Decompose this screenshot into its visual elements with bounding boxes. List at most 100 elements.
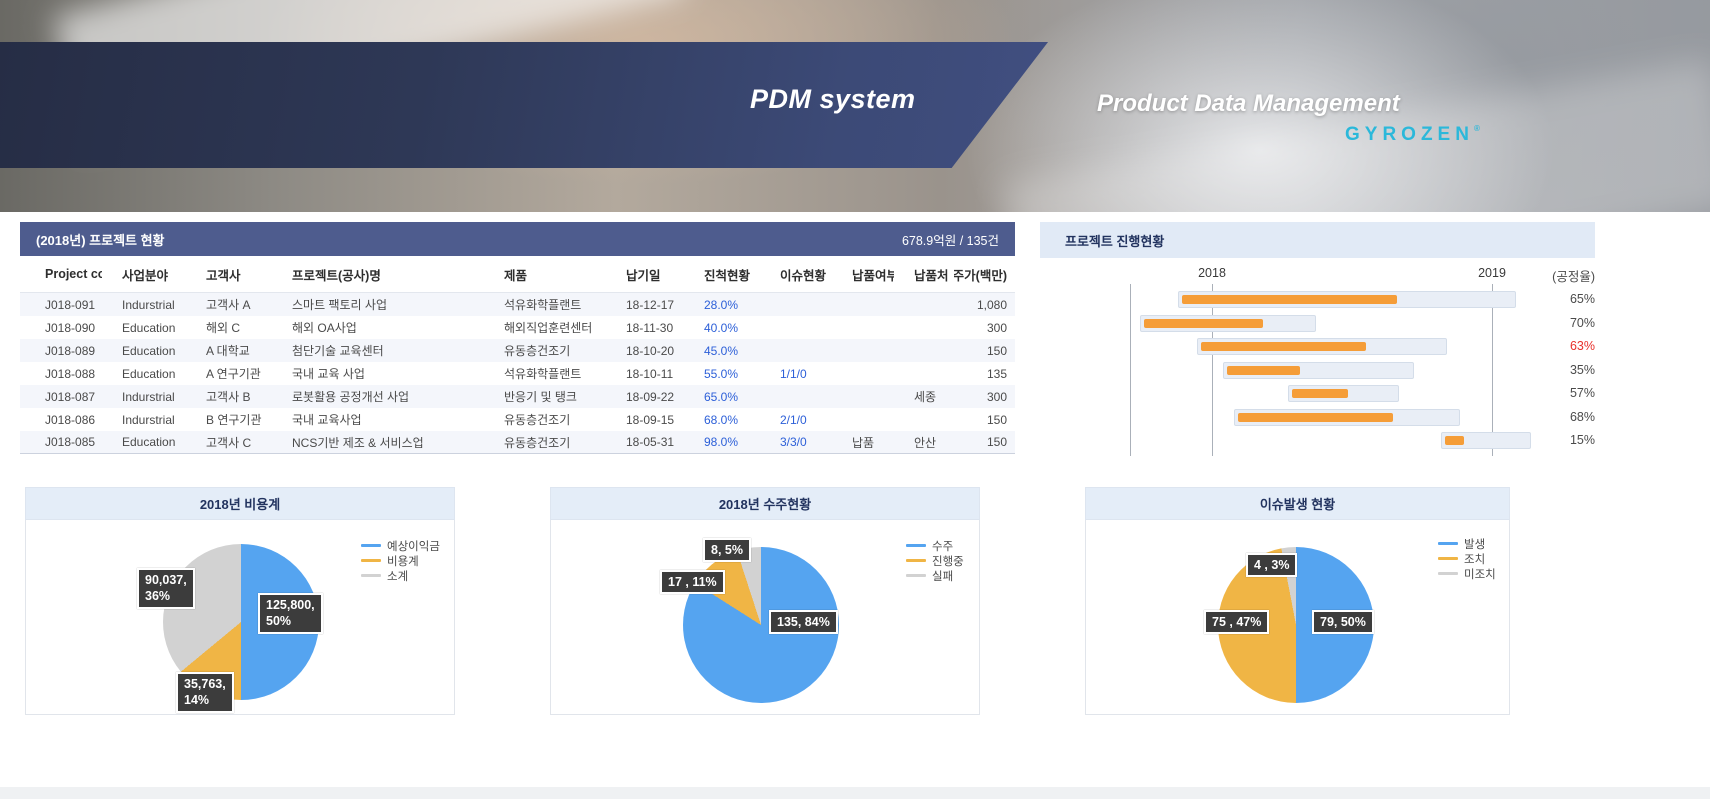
cell: 300 [986, 389, 1007, 404]
pie-label-value: 35,763, [184, 677, 226, 691]
gantt-bar [1178, 291, 1516, 308]
cell-issues: 3/3/0 [780, 435, 807, 449]
gantt-progress-label: 68% [1569, 410, 1595, 424]
pie-chart-area: 79, 50% 75 , 47% 4 , 3% 발생 조치 미조치 [1085, 520, 1510, 715]
cell [894, 316, 954, 339]
pie-titlebar: 2018년 수주현황 [550, 487, 980, 520]
gantt-row: 63% [1130, 335, 1595, 358]
cell-issues [760, 339, 832, 362]
cell: 석유화학플랜트 [504, 298, 582, 312]
gantt-bar-fill [1144, 319, 1264, 328]
pie-label: 8, 5% [703, 538, 751, 563]
legend-swatch [1438, 542, 1458, 545]
cell: J018-086 [45, 412, 96, 427]
gantt-panel: 프로젝트 진행현황 2018 2019 (공정율) 65% 70% 63% 35… [1040, 222, 1595, 456]
legend-label: 진행중 [932, 555, 964, 568]
table-row: J018-085 Education 고객사 C NCS기반 제조 & 서비스업 유동층… [20, 431, 1015, 454]
cell: 유동층건조기 [504, 435, 571, 450]
table-row: J018-087 Indurstrial 고객사 B 로봇활용 공정개선 사업 반응기 … [20, 385, 1015, 408]
pie-label-value: 17 , 11% [668, 575, 717, 589]
hero-banner: PDM system Product Data Management GYROZ… [0, 0, 1710, 212]
cell: 로봇활용 공정개선 사업 [292, 390, 410, 404]
cell-issues [760, 316, 832, 339]
axis-label-2019: 2019 [1478, 266, 1506, 280]
cell: Education [122, 366, 176, 381]
legend-item: 실패 [906, 568, 964, 583]
cell [832, 316, 894, 339]
axis-label-2018: 2018 [1198, 266, 1226, 280]
brand-text: GYROZEN [1345, 124, 1474, 145]
cell: 유동층건조기 [504, 413, 571, 427]
gantt-progress-label: 15% [1569, 433, 1595, 447]
gantt-row: 65% [1130, 288, 1595, 311]
gantt-progress-label: 70% [1569, 316, 1595, 330]
legend-item: 소계 [361, 568, 440, 583]
table-row: J018-091 Indurstrial 고객사 A 스마트 팩토리 사업 석유화학플랜… [20, 293, 1015, 316]
cell: J018-087 [45, 389, 96, 404]
column-header: 수주가(백만) [954, 268, 1007, 283]
cell: Education [122, 435, 176, 449]
cell [894, 293, 954, 316]
gantt-bar [1197, 338, 1447, 355]
cell: Indurstrial [122, 297, 175, 312]
cell [894, 339, 954, 362]
cell [832, 408, 894, 431]
cell: 18-11-30 [626, 320, 674, 335]
cell-issues [760, 293, 832, 316]
cell [832, 339, 894, 362]
legend-swatch [1438, 557, 1458, 560]
pie-chart-area: 125,800, 50% 35,763, 14% 90,037, 36% 예상이익금 … [25, 520, 455, 715]
legend-swatch [906, 559, 926, 562]
hero-navy-band [0, 42, 1048, 168]
cell-progress: 45.0% [704, 343, 739, 358]
cell-progress: 98.0% [704, 435, 739, 449]
gantt-bar-fill [1227, 366, 1301, 375]
column-header: 납품여부 [852, 268, 894, 283]
cell: Education [122, 320, 176, 335]
cell: 첨단기술 교육센터 [292, 344, 384, 358]
column-header: 납기일 [626, 268, 661, 283]
pie-legend: 예상이익금 비용계 소계 [361, 538, 440, 583]
cell: 18-09-15 [626, 412, 675, 427]
legend-label: 미조치 [1464, 568, 1496, 581]
cell: 18-05-31 [626, 435, 675, 449]
cell: 스마트 팩토리 사업 [292, 298, 387, 312]
table-title: (2018년) 프로젝트 현황 [36, 232, 165, 248]
cell: 석유화학플랜트 [504, 367, 582, 381]
column-header: 제품 [504, 268, 528, 283]
gantt-titlebar: 프로젝트 진행현황 [1040, 222, 1595, 258]
legend-label: 수주 [932, 540, 954, 553]
cell: 150 [986, 435, 1007, 449]
gantt-bar [1288, 385, 1399, 402]
pie-chart-area: 135, 84% 17 , 11% 8, 5% 수주 진행중 실패 [550, 520, 980, 715]
registered-mark: ® [1473, 124, 1480, 133]
legend-swatch [361, 559, 381, 562]
cell-progress: 55.0% [704, 366, 739, 381]
pie-legend: 수주 진행중 실패 [906, 538, 964, 583]
cell: 150 [986, 343, 1007, 358]
pie-label-value: 90,037, [145, 573, 187, 587]
gridline-2019 [1492, 284, 1493, 456]
legend-swatch [361, 544, 381, 547]
gantt-row: 68% [1130, 406, 1595, 429]
gantt-progress-label: 65% [1569, 292, 1595, 306]
gantt-bar [1140, 315, 1316, 332]
table-row: J018-089 Education A 대학교 첨단기술 교육센터 유동층건조기 18-… [20, 339, 1015, 362]
cell-issues [760, 385, 832, 408]
gantt-progress-label: 35% [1569, 363, 1595, 377]
gantt-progress-label: 57% [1569, 386, 1595, 400]
legend-swatch [906, 544, 926, 547]
cell [832, 385, 894, 408]
cell: B 연구기관 [206, 413, 262, 427]
pie-label-value: 135, 84% [777, 615, 830, 629]
gantt-bar-fill [1445, 436, 1464, 445]
cell: Education [122, 343, 176, 358]
axis-unit-label: (공정율) [1552, 270, 1595, 284]
cell: NCS기반 제조 & 서비스업 [292, 435, 424, 450]
project-table-panel: (2018년) 프로젝트 현황 678.9억원 / 135건 Project c… [20, 222, 1015, 454]
cell: 납품 [852, 435, 875, 450]
cell: Indurstrial [122, 412, 175, 427]
legend-label: 예상이익금 [387, 540, 440, 553]
cell: 안산 [914, 435, 937, 450]
table-titlebar: (2018년) 프로젝트 현황 678.9억원 / 135건 [20, 222, 1015, 256]
